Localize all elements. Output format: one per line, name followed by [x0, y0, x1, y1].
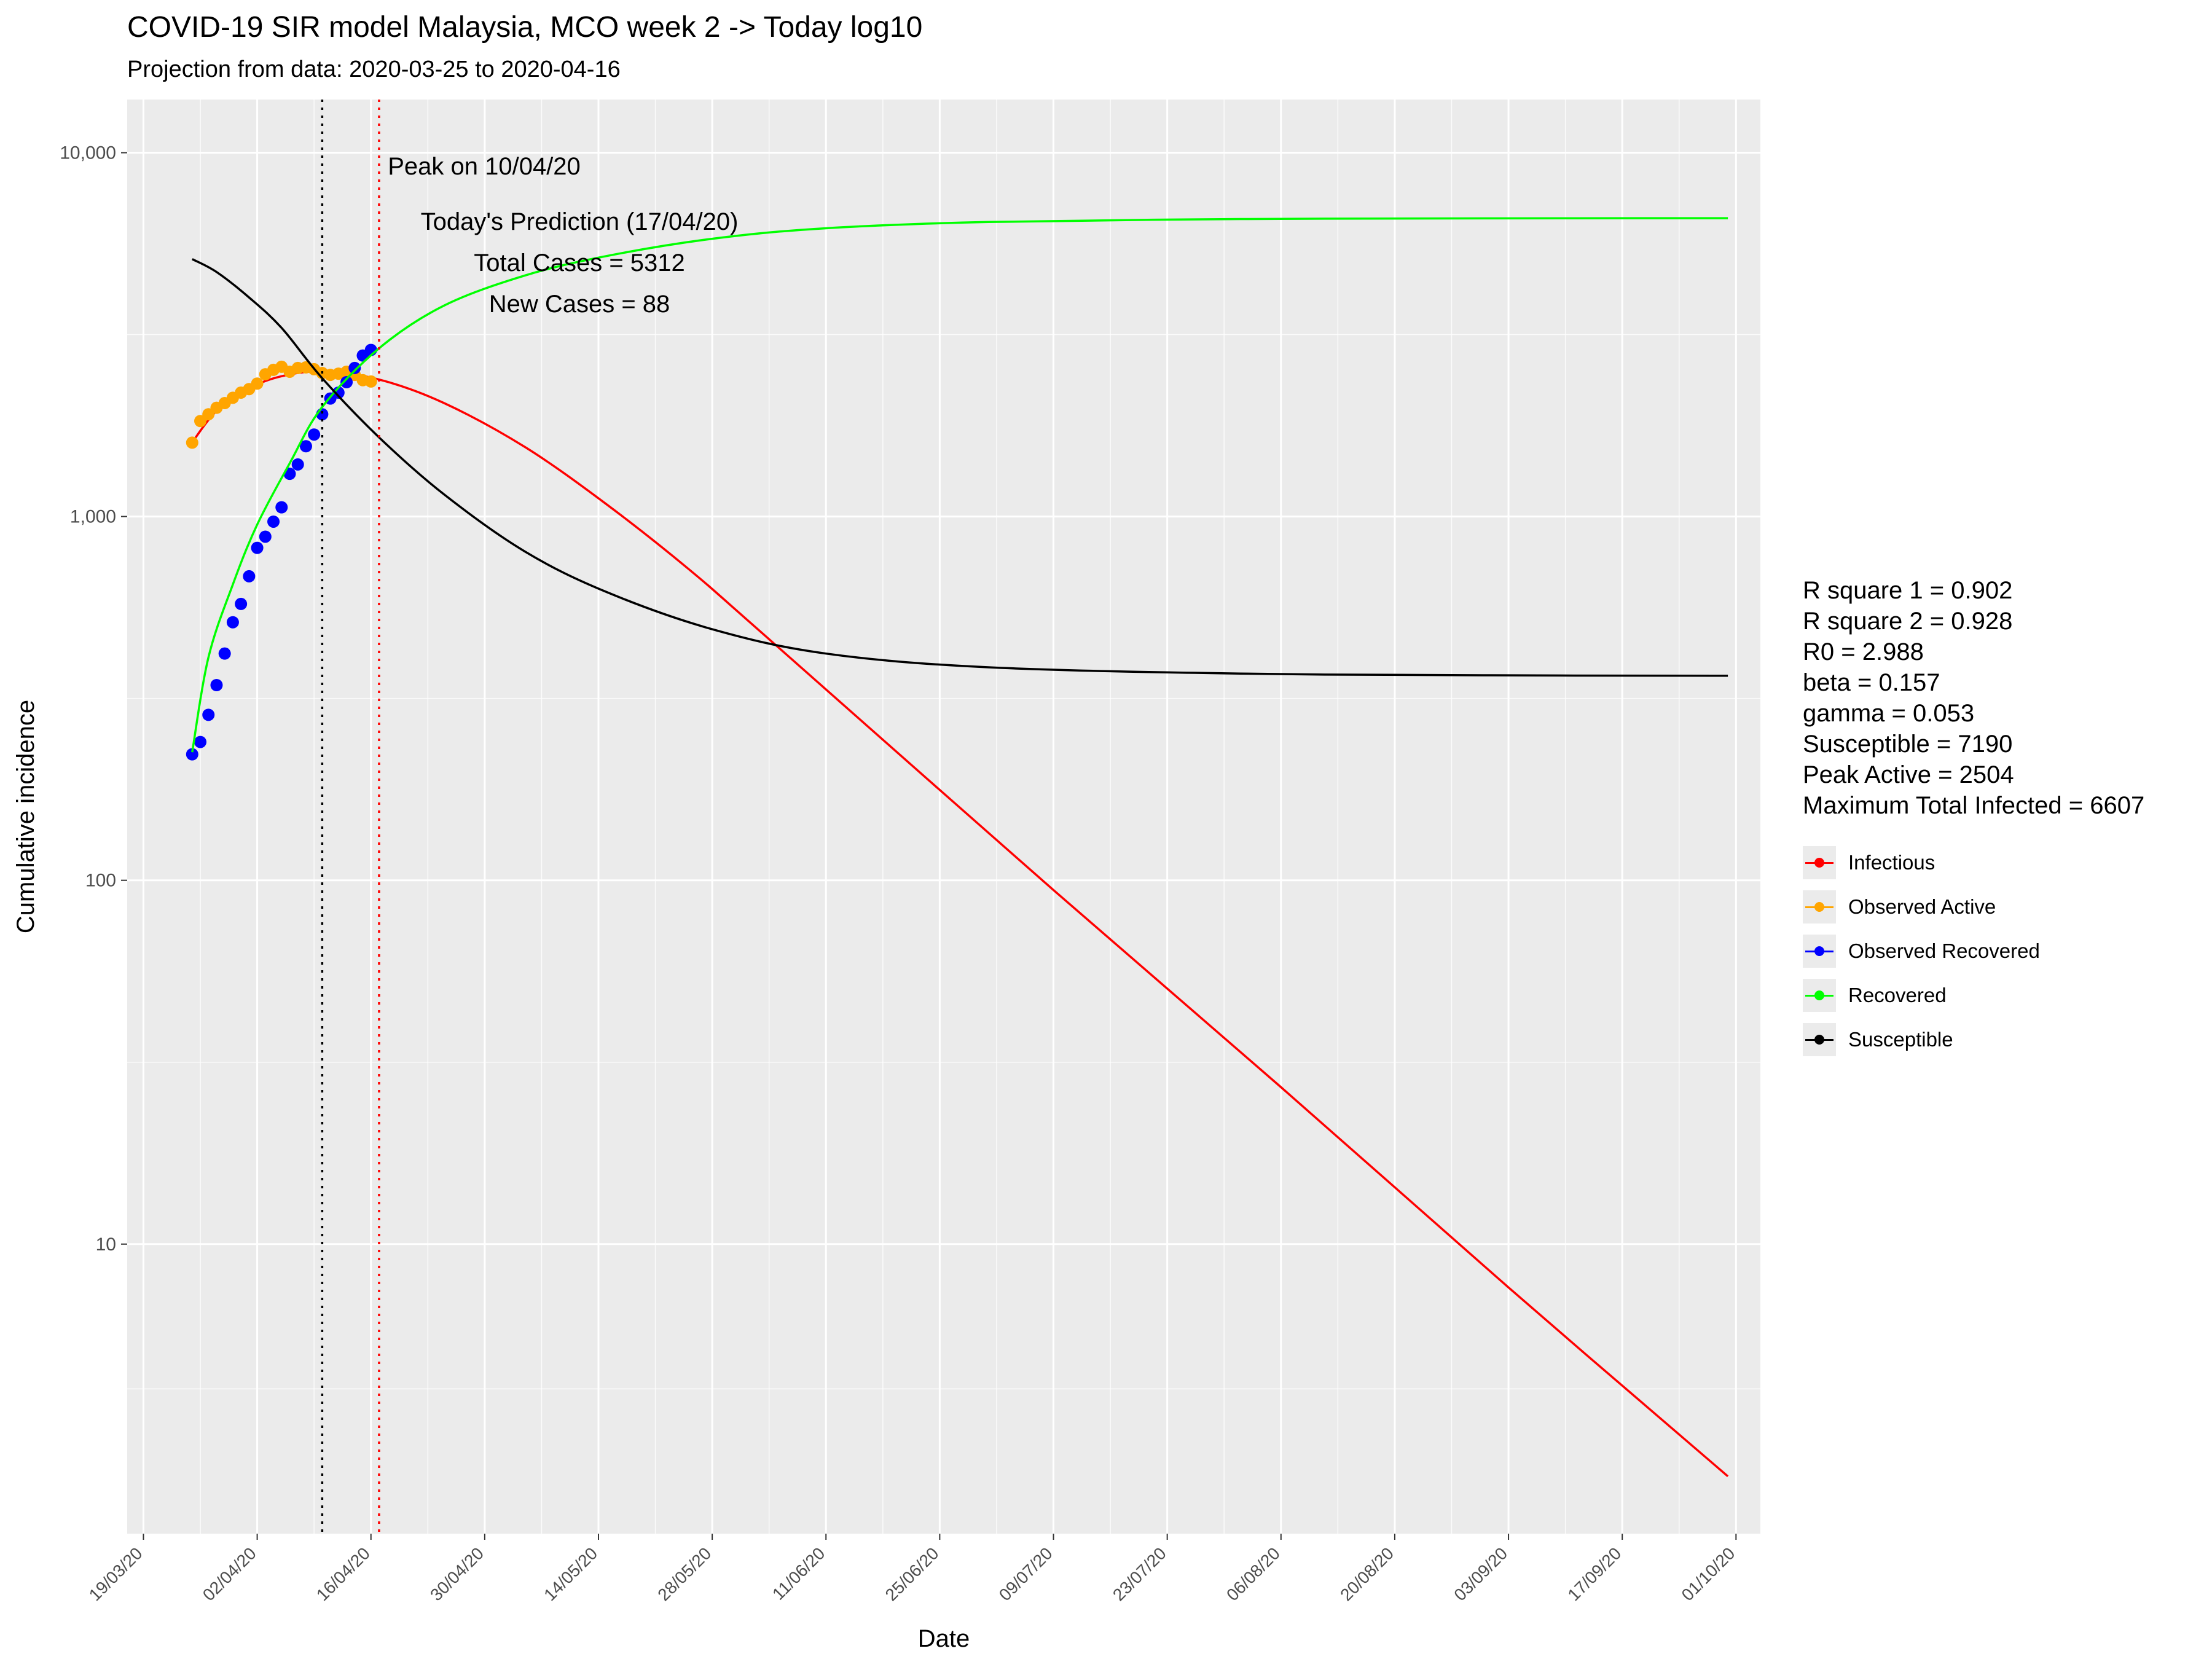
series-line-susceptible	[191, 258, 1728, 677]
chart-title: COVID-19 SIR model Malaysia, MCO week 2 …	[127, 11, 922, 44]
legend-key-dot	[1814, 1035, 1824, 1045]
grid-minor	[127, 100, 1760, 1534]
legend-key	[1803, 935, 1836, 968]
data-point-observed-active	[194, 415, 207, 428]
data-point-observed-recovered	[340, 375, 353, 388]
legend-item-infectious: Infectious	[1803, 841, 2196, 885]
data-point-observed-recovered	[251, 541, 264, 554]
data-point-observed-recovered	[194, 735, 207, 748]
x-tick-label: 09/07/20	[995, 1543, 1056, 1604]
legend-item-observed-active: Observed Active	[1803, 885, 2196, 929]
stat-gamma: gamma = 0.053	[1803, 700, 1975, 727]
x-tick-label: 17/09/20	[1564, 1543, 1625, 1604]
legend-item-observed-recovered: Observed Recovered	[1803, 929, 2196, 973]
x-tick-label: 11/06/20	[769, 1543, 829, 1604]
legend-key-dot	[1814, 858, 1824, 868]
legend-key	[1803, 846, 1836, 879]
stat-r-square-1: R square 1 = 0.902	[1803, 577, 2013, 604]
data-point-observed-recovered	[275, 501, 288, 514]
y-tick-label: 100	[85, 871, 116, 891]
legend-key-dot	[1814, 990, 1824, 1000]
legend-label: Susceptible	[1848, 1028, 1953, 1051]
stat-beta: beta = 0.157	[1803, 669, 1940, 696]
legend-key-dot	[1814, 946, 1824, 956]
legend-label: Observed Recovered	[1848, 939, 2040, 962]
legend-label: Infectious	[1848, 851, 1936, 874]
y-tick-label: 10	[96, 1234, 116, 1255]
data-point-observed-recovered	[243, 570, 256, 582]
x-tick-label: 01/10/20	[1678, 1543, 1739, 1604]
y-axis-title: Cumulative incidence	[12, 700, 39, 933]
plot-panel	[127, 100, 1760, 1534]
x-tick-label: 02/04/20	[199, 1543, 260, 1604]
legend-key	[1803, 890, 1836, 924]
series-line-recovered	[191, 217, 1728, 753]
data-point-observed-recovered	[348, 361, 361, 374]
legend-label: Recovered	[1848, 984, 1947, 1006]
legend-item-recovered: Recovered	[1803, 973, 2196, 1018]
x-tick-label: 30/04/20	[426, 1543, 487, 1604]
data-point-observed-recovered	[210, 679, 223, 692]
x-tick-label: 23/07/20	[1109, 1543, 1170, 1604]
stat-r0: R0 = 2.988	[1803, 638, 1924, 665]
annotation-total-cases: Total Cases = 5312	[474, 249, 685, 276]
side-panel: R square 1 = 0.902 R square 2 = 0.928 R0…	[1803, 575, 2196, 1062]
data-point-observed-recovered	[218, 647, 231, 660]
x-tick-label: 03/09/20	[1450, 1543, 1511, 1604]
y-tick-label: 10,000	[60, 143, 116, 163]
data-point-observed-recovered	[259, 530, 272, 543]
x-tick-label: 25/06/20	[882, 1543, 943, 1604]
stat-r-square-2: R square 2 = 0.928	[1803, 608, 2013, 635]
grid-major	[127, 100, 1760, 1534]
x-tick-label: 28/05/20	[654, 1543, 715, 1604]
data-point-observed-active	[186, 436, 198, 449]
data-point-observed-recovered	[291, 458, 304, 471]
stat-max-total-infected: Maximum Total Infected = 6607	[1803, 792, 2145, 819]
legend-key	[1803, 1023, 1836, 1056]
data-point-observed-recovered	[235, 597, 248, 610]
x-tick-label: 14/05/20	[540, 1543, 601, 1604]
legend: Infectious Observed Active Observed Reco…	[1803, 841, 2196, 1062]
x-tick-label: 06/08/20	[1223, 1543, 1284, 1604]
chart-subtitle: Projection from data: 2020-03-25 to 2020…	[127, 57, 621, 82]
annotation-new-cases: New Cases = 88	[489, 291, 670, 318]
legend-key	[1803, 979, 1836, 1012]
annotation-peak: Peak on 10/04/20	[388, 153, 581, 180]
data-point-observed-recovered	[186, 748, 198, 761]
legend-key-dot	[1814, 902, 1824, 912]
y-tick-label: 1,000	[70, 507, 116, 527]
data-point-observed-recovered	[267, 515, 280, 528]
model-stats: R square 1 = 0.902 R square 2 = 0.928 R0…	[1803, 575, 2196, 821]
stat-susceptible: Susceptible = 7190	[1803, 731, 2013, 758]
data-point-observed-active	[251, 377, 264, 390]
series-layer	[186, 217, 1729, 1478]
data-point-observed-recovered	[299, 440, 312, 453]
legend-label: Observed Active	[1848, 895, 1996, 918]
x-tick-label: 20/08/20	[1336, 1543, 1397, 1604]
data-point-observed-recovered	[202, 708, 215, 721]
data-point-observed-recovered	[308, 428, 321, 441]
stat-peak-active: Peak Active = 2504	[1803, 761, 2014, 788]
x-axis-title: Date	[918, 1625, 970, 1652]
annotation-prediction: Today's Prediction (17/04/20)	[421, 208, 739, 235]
x-tick-label: 16/04/20	[313, 1543, 374, 1604]
data-point-observed-recovered	[226, 616, 239, 629]
legend-item-susceptible: Susceptible	[1803, 1018, 2196, 1062]
x-tick-label: 19/03/20	[85, 1543, 146, 1604]
data-point-observed-active	[364, 375, 377, 388]
